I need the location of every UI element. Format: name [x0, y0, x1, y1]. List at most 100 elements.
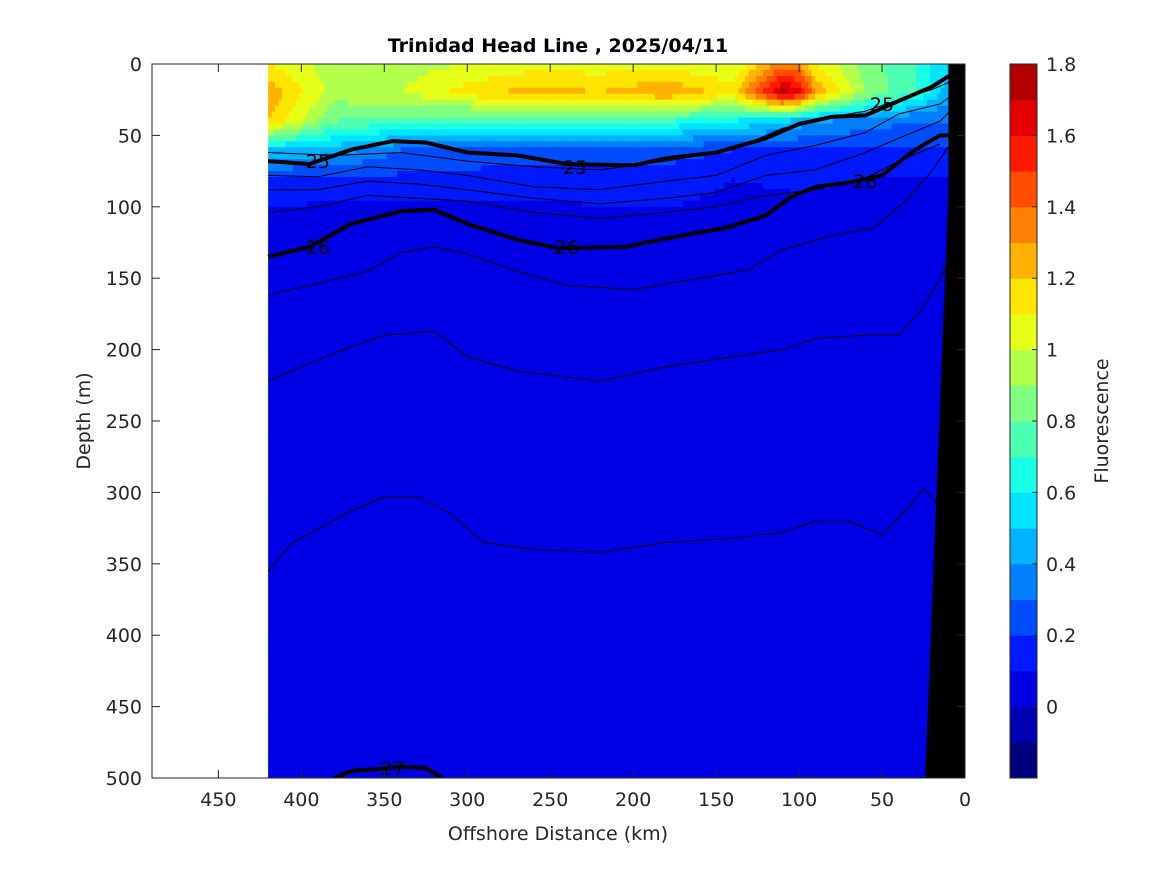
- field-cell: [456, 129, 461, 136]
- field-cell: [773, 75, 778, 83]
- field-cell: [637, 117, 642, 125]
- field-cell: [700, 183, 705, 190]
- field-cell: [567, 81, 572, 89]
- field-cell: [846, 117, 851, 125]
- field-cell: [759, 177, 764, 184]
- field-cell: [390, 87, 395, 95]
- field-cell: [302, 141, 308, 148]
- field-cell: [661, 171, 666, 178]
- field-cell: [846, 87, 851, 95]
- field-cell: [452, 200, 457, 208]
- field-cell: [585, 111, 590, 119]
- field-cell: [602, 123, 607, 131]
- field-cell: [867, 105, 872, 113]
- field-cell: [536, 99, 541, 107]
- field-cell: [738, 200, 743, 208]
- field-cell: [696, 153, 701, 160]
- field-cell: [710, 141, 715, 148]
- field-cell: [289, 105, 294, 113]
- field-cell: [769, 194, 774, 202]
- field-cell: [466, 171, 471, 178]
- field-cell: [895, 206, 900, 214]
- field-cell: [463, 171, 468, 178]
- field-cell: [397, 194, 402, 202]
- field-cell: [783, 64, 788, 71]
- field-cell: [278, 93, 283, 101]
- field-cell: [742, 153, 747, 160]
- field-cell: [808, 135, 813, 142]
- field-cell: [856, 93, 862, 101]
- field-cell: [435, 177, 440, 184]
- field-cell: [661, 159, 666, 166]
- field-cell: [804, 75, 809, 83]
- field-cell: [585, 171, 590, 178]
- field-cell: [550, 141, 555, 148]
- field-cell: [884, 111, 889, 119]
- field-cell: [421, 141, 426, 148]
- field-cell: [313, 129, 318, 136]
- field-cell: [379, 200, 384, 208]
- field-cell: [825, 111, 830, 119]
- field-cell: [519, 141, 524, 148]
- field-cell: [299, 135, 304, 142]
- field-cell: [707, 87, 712, 95]
- field-cell: [344, 171, 349, 178]
- field-cell: [369, 171, 374, 178]
- field-cell: [515, 188, 520, 196]
- field-cell: [285, 75, 290, 83]
- field-cell: [748, 206, 754, 214]
- field-cell: [780, 99, 785, 107]
- field-cell: [362, 200, 367, 208]
- field-cell: [675, 99, 680, 107]
- field-cell: [543, 87, 548, 95]
- field-cell: [567, 69, 572, 77]
- field-cell: [923, 117, 928, 125]
- field-cell: [700, 194, 705, 202]
- field-cell: [620, 171, 625, 178]
- field-cell: [268, 177, 273, 184]
- field-cell: [787, 206, 792, 214]
- field-cell: [438, 165, 443, 172]
- field-cell: [898, 200, 903, 208]
- field-cell: [438, 188, 443, 196]
- field-cell: [637, 135, 642, 142]
- field-cell: [487, 177, 492, 184]
- field-cell: [902, 81, 907, 89]
- field-cell: [850, 99, 855, 107]
- field-cell: [808, 99, 813, 107]
- field-cell: [724, 171, 729, 178]
- field-cell: [623, 165, 628, 172]
- field-cell: [783, 75, 788, 83]
- field-cell: [424, 117, 430, 125]
- field-cell: [860, 188, 865, 196]
- field-cell: [355, 69, 360, 77]
- field-cell: [351, 123, 356, 131]
- field-cell: [424, 183, 430, 190]
- field-cell: [505, 177, 510, 184]
- field-cell: [595, 117, 600, 125]
- field-cell: [633, 129, 639, 136]
- field-cell: [647, 111, 653, 119]
- field-cell: [870, 64, 875, 71]
- field-cell: [682, 87, 687, 95]
- field-cell: [721, 93, 726, 101]
- field-cell: [804, 177, 809, 184]
- field-cell: [783, 99, 788, 107]
- field-cell: [870, 123, 875, 131]
- field-cell: [630, 105, 635, 113]
- field-cell: [296, 147, 301, 154]
- field-cell: [309, 111, 315, 119]
- field-cell: [271, 171, 276, 178]
- field-cell: [689, 111, 694, 119]
- field-cell: [379, 188, 384, 196]
- field-cell: [721, 87, 726, 95]
- field-cell: [801, 87, 806, 95]
- field-cell: [606, 171, 611, 178]
- field-cell: [902, 194, 907, 202]
- field-cell: [735, 123, 740, 131]
- field-cell: [309, 183, 315, 190]
- field-cell: [309, 64, 315, 71]
- field-cell: [428, 177, 433, 184]
- field-cell: [397, 129, 402, 136]
- field-cell: [766, 194, 771, 202]
